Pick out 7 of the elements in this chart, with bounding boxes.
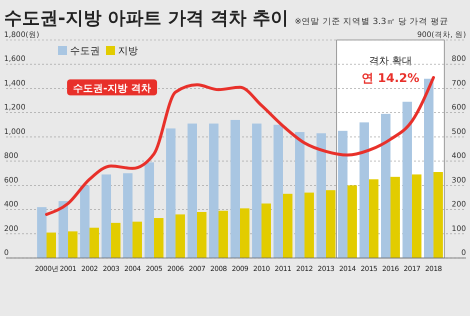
chart-title: 수도권-지방 아파트 가격 격차 추이 bbox=[4, 8, 289, 29]
legend-label: 지방 bbox=[118, 46, 138, 57]
text: 수도권-지방 격차 bbox=[73, 83, 151, 94]
legend-label: 수도권 bbox=[70, 46, 100, 57]
band-label: 격차 확대 bbox=[368, 56, 412, 67]
chart-subtitle: ※연말 기준 지역별 3.3㎡ 당 가격 평균 bbox=[294, 17, 448, 27]
annotation: 연 14.2% bbox=[362, 71, 420, 85]
